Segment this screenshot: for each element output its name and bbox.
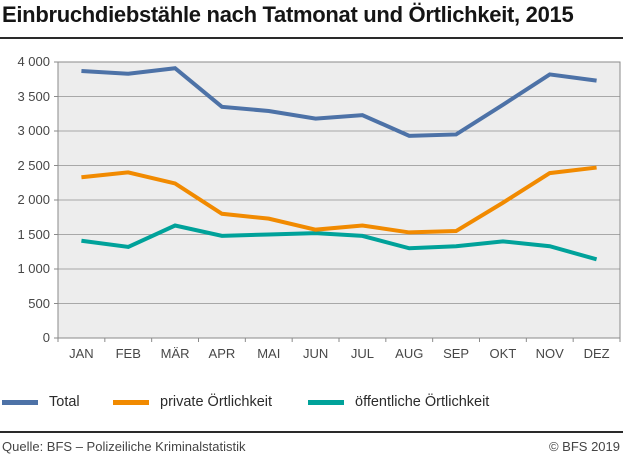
x-axis-label: MAI bbox=[257, 346, 281, 361]
legend-label-oeffentlich: öffentliche Örtlichkeit bbox=[355, 394, 490, 410]
chart-title: Einbruchdiebstähle nach Tatmonat und Ört… bbox=[2, 2, 574, 27]
series-line-oeffentlich bbox=[81, 223, 598, 262]
title-divider bbox=[0, 37, 623, 39]
y-axis-label: 1 500 bbox=[17, 226, 50, 242]
y-axis-label: 3 500 bbox=[17, 88, 50, 104]
legend-item-private: private Örtlichkeit bbox=[113, 393, 272, 411]
total-line-swatch bbox=[2, 399, 38, 405]
x-axis-label: DEZ bbox=[583, 346, 610, 361]
x-axis-label: OKT bbox=[489, 346, 517, 361]
y-axis-label: 1 000 bbox=[17, 261, 50, 276]
x-axis-label: AUG bbox=[395, 346, 424, 361]
y-axis-label: 500 bbox=[28, 295, 50, 311]
legend-item-total: Total bbox=[2, 393, 80, 411]
series-line-private bbox=[81, 165, 597, 235]
y-axis-label: 2 000 bbox=[17, 192, 50, 207]
y-axis-label: 2 500 bbox=[17, 157, 50, 173]
x-axis-label: JUL bbox=[350, 346, 374, 361]
plot-border bbox=[57, 61, 621, 339]
x-axis-label: JAN bbox=[69, 346, 94, 361]
private-line-swatch bbox=[113, 399, 149, 405]
legend-label-private: private Örtlichkeit bbox=[160, 394, 273, 410]
x-axis-label: SEP bbox=[443, 346, 470, 361]
x-axis-label: JUN bbox=[302, 346, 329, 361]
legend-item-oeffentlich: öffentliche Örtlichkeit bbox=[308, 393, 489, 411]
y-axis-label: 3 000 bbox=[17, 123, 50, 138]
source-text: Quelle: BFS – Polizeiliche Kriminalstati… bbox=[2, 439, 246, 454]
copyright-text: © BFS 2019 bbox=[548, 439, 620, 454]
y-axis-label: 0 bbox=[42, 330, 50, 345]
x-axis-label: MÄR bbox=[160, 346, 190, 361]
x-axis-label: FEB bbox=[115, 346, 141, 361]
y-axis-label: 4 000 bbox=[17, 54, 50, 69]
legend-label-total: Total bbox=[49, 394, 80, 410]
oeffentlich-line-swatch bbox=[308, 399, 344, 405]
footer-divider bbox=[0, 431, 623, 433]
x-axis-label: NOV bbox=[535, 346, 564, 361]
line-chart bbox=[54, 61, 621, 342]
series-line-total bbox=[81, 66, 597, 138]
x-axis-label: APR bbox=[208, 346, 236, 361]
